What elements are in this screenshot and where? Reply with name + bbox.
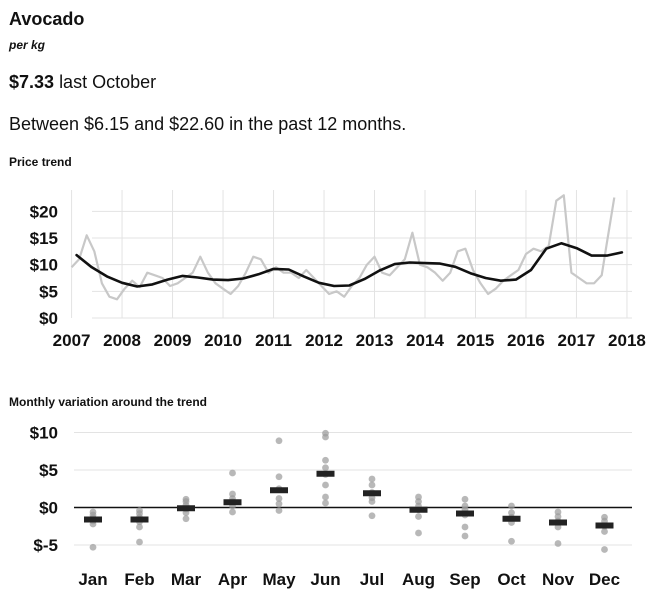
variation-point (182, 515, 190, 523)
variation-point (554, 508, 562, 516)
median-bar (456, 510, 474, 517)
variation-point (136, 523, 143, 531)
unit-label: per kg (9, 38, 46, 52)
monthly-price-line (70, 194, 616, 301)
variation-point (322, 493, 329, 501)
month-tick-label: Aug (402, 570, 435, 589)
variation-point (601, 546, 608, 553)
trend-x-tick-label: 2012 (305, 331, 343, 350)
variation-y-tick-label: $5 (39, 461, 58, 480)
variation-point (508, 502, 515, 510)
month-tick-label: May (262, 570, 296, 589)
variation-point (275, 473, 283, 481)
variation-point (461, 532, 469, 540)
page-title: Avocado (9, 9, 85, 29)
trend-x-tick-label: 2014 (406, 331, 444, 350)
price-range-text: Between $6.15 and $22.60 in the past 12 … (9, 114, 407, 134)
variation-point (508, 509, 515, 517)
variation-point (461, 502, 469, 510)
trend-x-tick-label: 2009 (154, 331, 192, 350)
variation-point (601, 513, 608, 521)
variation-point (368, 481, 376, 489)
variation-point (275, 500, 283, 508)
variation-point (601, 528, 608, 535)
month-tick-label: Nov (542, 570, 575, 589)
trend-x-tick-label: 2017 (558, 331, 596, 350)
median-bar (502, 515, 521, 522)
variation-y-tick-label: $0 (39, 499, 58, 518)
trend-y-tick-label: $15 (30, 229, 58, 248)
median-bar (270, 487, 288, 494)
variation-point (322, 464, 329, 472)
trend-x-tick-label: 2015 (457, 331, 495, 350)
variation-point (508, 537, 515, 545)
month-tick-label: Sep (449, 570, 480, 589)
variation-point (275, 437, 283, 445)
variation-point (275, 507, 283, 514)
trend-x-tick-label: 2013 (356, 331, 394, 350)
median-bar (549, 519, 567, 526)
trend-y-tick-label: $5 (39, 282, 58, 301)
trend-x-tick-label: 2008 (103, 331, 141, 350)
variation-point (182, 495, 190, 503)
trend-x-tick-label: 2016 (507, 331, 545, 350)
variation-y-tick-label: $10 (30, 424, 58, 443)
variation-point (461, 495, 469, 503)
trend-x-tick-label: 2011 (255, 331, 292, 350)
variation-point (461, 523, 469, 531)
trend-y-tick-label: $0 (39, 309, 58, 328)
median-bar (130, 516, 149, 523)
variation-point (136, 507, 143, 514)
variation-point (136, 538, 143, 546)
trend-x-tick-label: 2010 (204, 331, 242, 350)
median-bar (595, 522, 614, 529)
trend-y-tick-label: $10 (30, 256, 58, 275)
variation-point (89, 543, 97, 551)
trend-line (75, 242, 624, 288)
month-tick-label: Apr (218, 570, 248, 589)
median-bar (177, 505, 195, 512)
median-bar (316, 470, 335, 477)
month-tick-label: Mar (171, 570, 202, 589)
latest-price-value: $7.33 (9, 72, 55, 92)
month-tick-label: Jul (360, 570, 385, 589)
variation-point (415, 513, 422, 520)
trend-y-tick-label: $20 (30, 202, 58, 221)
variation-y-tick-label: $-5 (33, 536, 58, 555)
median-bar (84, 516, 102, 523)
trend-x-tick-label: 2018 (608, 331, 646, 350)
month-tick-label: Jun (310, 570, 340, 589)
variation-point (89, 508, 97, 516)
variation-point (275, 495, 283, 502)
variation-point (322, 481, 329, 489)
month-tick-label: Dec (589, 570, 620, 589)
trend-x-tick-label: 2007 (53, 331, 91, 350)
median-bar (363, 490, 381, 497)
variation-point (322, 429, 329, 437)
variation-point (368, 512, 376, 520)
month-tick-label: Jan (78, 570, 107, 589)
month-tick-label: Feb (124, 570, 154, 589)
variation-point (554, 540, 562, 547)
median-bar (409, 506, 428, 513)
variation-point (229, 469, 236, 477)
variation-point (322, 456, 329, 464)
variation-point (229, 490, 236, 498)
variation-point (415, 493, 422, 501)
latest-price-period: last October (59, 72, 157, 92)
latest-price: $7.33 last October (9, 72, 156, 93)
monthly-variation-title: Monthly variation around the trend (9, 395, 208, 409)
variation-point (368, 475, 376, 483)
month-tick-label: Oct (497, 570, 526, 589)
price-trend-title: Price trend (9, 155, 72, 169)
variation-point (322, 499, 329, 507)
median-bar (223, 499, 242, 506)
variation-point (415, 529, 422, 537)
variation-point (229, 508, 236, 516)
